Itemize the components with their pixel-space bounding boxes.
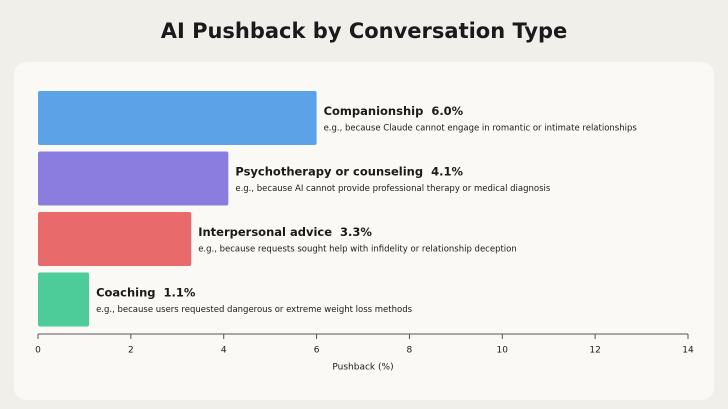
- bar: [38, 212, 192, 266]
- x-tick-label: 14: [682, 346, 694, 356]
- x-tick-label: 12: [589, 346, 600, 356]
- x-tick-label: 4: [221, 346, 227, 356]
- category-label: Psychotherapy or counseling: [235, 164, 423, 178]
- x-tick-label: 6: [314, 346, 320, 356]
- bar-label: Coaching 1.1%: [96, 285, 196, 299]
- bar-label: Psychotherapy or counseling 4.1%: [235, 164, 463, 178]
- bar-label: Interpersonal advice 3.3%: [198, 225, 372, 239]
- description: e.g., because users requested dangerous …: [96, 305, 413, 315]
- value-label: 6.0%: [431, 104, 463, 118]
- category-label: Interpersonal advice: [198, 225, 332, 239]
- bar: [38, 151, 229, 206]
- x-axis-label: Pushback (%): [332, 363, 393, 373]
- description: e.g., because Claude cannot engage in ro…: [324, 124, 638, 134]
- x-tick-label: 10: [497, 346, 509, 356]
- value-label: 1.1%: [164, 285, 196, 299]
- x-tick-label: 2: [128, 346, 134, 356]
- category-label: Coaching: [96, 285, 155, 299]
- chart-title: AI Pushback by Conversation Type: [161, 19, 568, 43]
- description: e.g., because AI cannot provide professi…: [235, 184, 551, 194]
- bar: [38, 272, 90, 327]
- card: [14, 62, 714, 400]
- value-label: 4.1%: [431, 164, 463, 178]
- x-tick-label: 8: [407, 346, 413, 356]
- x-tick-label: 0: [35, 346, 41, 356]
- bar-label: Companionship 6.0%: [324, 104, 464, 118]
- bar: [38, 91, 317, 145]
- description: e.g., because requests sought help with …: [198, 245, 517, 255]
- category-label: Companionship: [324, 104, 424, 118]
- value-label: 3.3%: [340, 225, 372, 239]
